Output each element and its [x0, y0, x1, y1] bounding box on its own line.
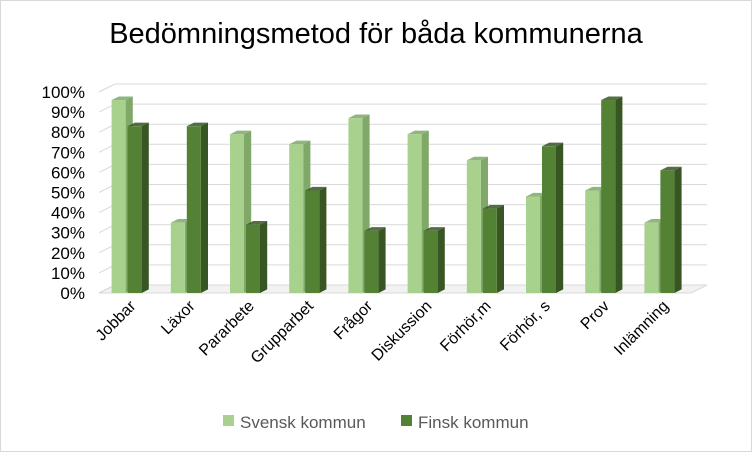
- bar-side: [615, 96, 623, 293]
- bar-front: [246, 224, 260, 293]
- bar: [660, 166, 682, 293]
- legend-swatch-finsk: [401, 415, 412, 426]
- bar-front: [364, 230, 379, 293]
- legend-label-svensk: Svensk kommun: [240, 413, 366, 432]
- x-tick-label: Inlämning: [611, 298, 672, 359]
- y-tick-label: 0%: [60, 284, 85, 303]
- chart-title: Bedömningsmetod för båda kommunerna: [109, 18, 643, 50]
- bar-front: [601, 100, 616, 293]
- bar-top: [111, 96, 133, 101]
- x-tick-label: Jobbar: [93, 297, 140, 344]
- y-tick-label: 90%: [51, 103, 85, 122]
- bar: [230, 130, 252, 293]
- bar-top: [246, 221, 268, 225]
- x-tick-label: Förhör, s: [497, 298, 554, 355]
- bar: [601, 96, 623, 293]
- y-axis-ticks: 0%10%20%30%40%50% 60%70%80%90%100%: [42, 83, 85, 303]
- bar-top: [186, 122, 208, 127]
- legend-label-finsk: Finsk kommun: [418, 413, 529, 432]
- bar: [482, 204, 504, 293]
- bar-front: [526, 196, 540, 293]
- bar-side: [141, 122, 149, 293]
- bar-side: [378, 227, 386, 293]
- x-tick-label: Diskussion: [369, 298, 436, 365]
- bars: [111, 96, 682, 293]
- y-tick-label: 50%: [51, 184, 85, 203]
- y-tick-label: 30%: [51, 224, 85, 243]
- bar-top: [644, 219, 666, 223]
- bar-top: [348, 114, 370, 119]
- bar-top: [230, 130, 252, 135]
- bar-side: [260, 221, 268, 293]
- bar: [364, 227, 386, 293]
- bar-side: [437, 227, 445, 293]
- x-tick-label: Prov: [578, 298, 613, 333]
- bar: [305, 186, 327, 293]
- y-tick-label: 40%: [51, 204, 85, 223]
- bar-top: [660, 166, 682, 171]
- bar-side: [674, 166, 682, 293]
- bar-front: [170, 222, 185, 293]
- bar: [423, 227, 445, 293]
- bar-top: [127, 122, 149, 127]
- y-tick-label: 100%: [42, 83, 85, 102]
- bar: [542, 142, 564, 293]
- x-tick-label: Frågor: [330, 297, 377, 344]
- y-tick-label: 20%: [51, 244, 85, 263]
- bar-top: [585, 186, 607, 191]
- x-tick-label: Förhör,m: [437, 298, 494, 355]
- y-tick-label: 60%: [51, 163, 85, 182]
- bar-front: [348, 118, 363, 293]
- gridline: [98, 83, 707, 93]
- bar-top: [466, 156, 488, 161]
- bar-top: [407, 130, 429, 135]
- bar-front: [305, 190, 320, 293]
- x-tick-label: Pararbete: [196, 298, 258, 360]
- bar-side: [200, 122, 208, 293]
- bar-top: [542, 142, 564, 147]
- bar-top: [601, 96, 623, 101]
- bar-front: [186, 126, 201, 293]
- bar-side: [556, 142, 564, 293]
- bar-side: [319, 186, 327, 293]
- bar-front: [644, 222, 659, 293]
- bar-front: [585, 190, 600, 293]
- x-tick-label: Grupparbet: [248, 297, 318, 367]
- bar-top: [289, 140, 311, 145]
- bar-side: [496, 204, 504, 293]
- bar-front: [660, 170, 675, 293]
- bar-front: [407, 134, 422, 293]
- legend: Svensk kommun Finsk kommun: [223, 413, 529, 432]
- bar-front: [289, 144, 304, 293]
- bar-top: [170, 219, 192, 223]
- bar-top: [423, 227, 445, 231]
- legend-swatch-svensk: [223, 415, 234, 426]
- bar-top: [364, 227, 386, 231]
- x-tick-label: Läxor: [158, 297, 199, 338]
- bar: [127, 122, 149, 293]
- y-tick-label: 80%: [51, 123, 85, 142]
- bar-top: [482, 204, 504, 209]
- bar-front: [482, 208, 497, 293]
- bar-front: [127, 126, 142, 293]
- bar-front: [230, 134, 244, 293]
- y-tick-label: 10%: [51, 264, 85, 283]
- bar: [246, 221, 268, 293]
- bar-front: [111, 100, 126, 293]
- bar-front: [542, 146, 556, 293]
- y-tick-label: 70%: [51, 143, 85, 162]
- bar-front: [423, 230, 438, 293]
- bar: [186, 122, 208, 293]
- bar-top: [526, 192, 548, 197]
- bar-front: [466, 160, 481, 293]
- bar-top: [305, 186, 327, 191]
